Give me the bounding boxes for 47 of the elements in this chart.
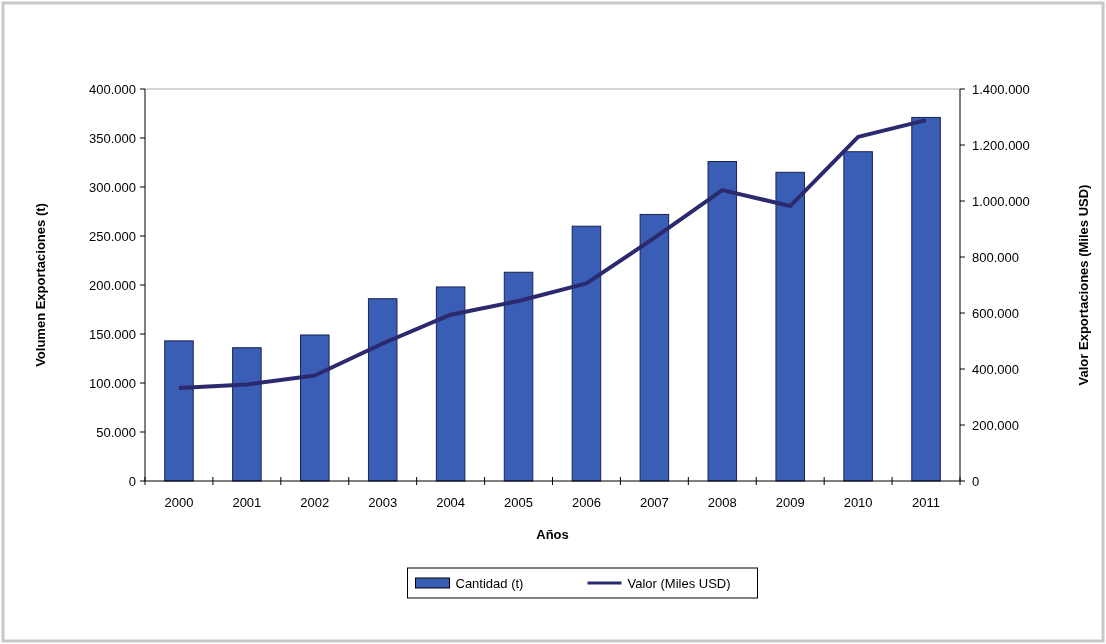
bar	[367, 298, 398, 482]
bar	[503, 271, 534, 482]
x-tick-label: 2001	[232, 495, 262, 510]
y-tick-label: 200.000	[89, 277, 136, 293]
bar	[571, 225, 602, 482]
y2-tick-label: 1.000.000	[972, 193, 1030, 209]
y2-axis-title: Valor Exportaciones (Miles USD)	[1076, 184, 1091, 386]
y2-tick-label: 0	[972, 473, 980, 489]
y-axis-title: Volumen Exportaciones (t)	[33, 203, 48, 367]
bar	[300, 334, 330, 482]
y2-tick-label: 400.000	[972, 361, 1019, 377]
x-tick-label: 2003	[368, 495, 398, 510]
bar	[775, 171, 805, 482]
y-tick-label: 350.000	[89, 130, 136, 146]
y-tick-label: 0	[128, 473, 136, 489]
y-tick-label: 100.000	[89, 375, 136, 391]
bar	[639, 213, 670, 482]
bar	[232, 347, 262, 482]
legend-label: Valor (Miles USD)	[627, 575, 731, 591]
y2-tick-label: 200.000	[972, 417, 1019, 433]
bar	[435, 286, 466, 482]
y-tick-label: 400.000	[89, 81, 136, 97]
x-tick-label: 2004	[436, 495, 466, 510]
y-tick-label: 250.000	[89, 228, 136, 244]
x-tick-label: 2008	[707, 495, 737, 510]
x-tick-label: 2009	[775, 495, 805, 510]
y-tick-label: 50.000	[96, 424, 136, 440]
bar	[911, 116, 941, 482]
bar	[843, 151, 873, 482]
x-tick-label: 2005	[504, 495, 533, 510]
x-tick-label: 2006	[572, 495, 601, 510]
legend-label: Cantidad (t)	[455, 575, 524, 591]
x-axis-title: Años	[536, 527, 569, 542]
y2-tick-label: 1.400.000	[972, 81, 1030, 97]
x-tick-label: 2000	[164, 495, 194, 510]
y2-tick-label: 600.000	[972, 305, 1019, 321]
bar	[164, 340, 194, 482]
y2-tick-label: 800.000	[972, 249, 1019, 265]
y-tick-label: 300.000	[89, 179, 136, 195]
bar	[707, 161, 738, 482]
x-tick-label: 2007	[639, 495, 669, 510]
line-series	[176, 118, 929, 391]
y2-tick-label: 1.200.000	[972, 137, 1030, 153]
x-tick-label: 2002	[300, 495, 330, 510]
x-tick-label: 2010	[843, 495, 873, 510]
x-tick-label: 2011	[912, 495, 941, 510]
y-tick-label: 150.000	[89, 326, 136, 342]
